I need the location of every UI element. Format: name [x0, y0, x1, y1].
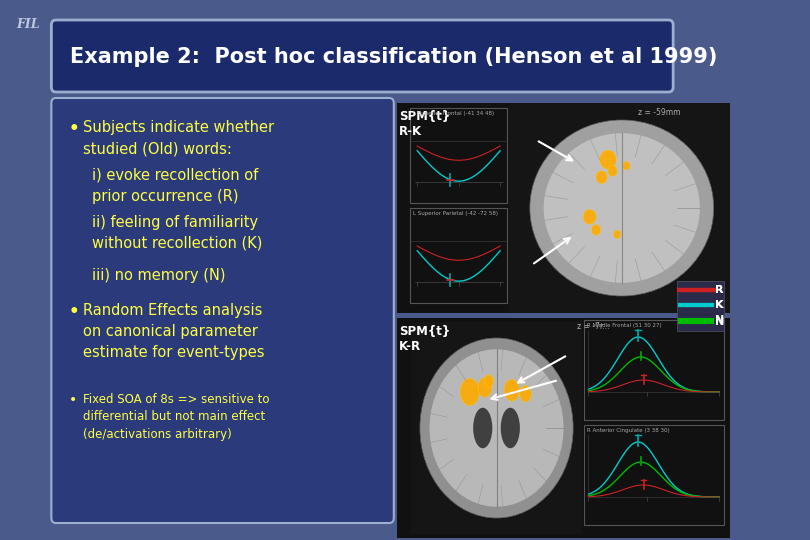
- Text: z = -59mm: z = -59mm: [637, 108, 680, 117]
- Text: •: •: [69, 393, 77, 407]
- Text: K: K: [714, 300, 723, 310]
- Text: R-K: R-K: [399, 125, 422, 138]
- Text: •: •: [69, 120, 79, 138]
- FancyBboxPatch shape: [51, 20, 673, 92]
- Bar: [411, 322, 582, 534]
- Bar: [397, 103, 730, 313]
- Text: Example 2:  Post hoc classification (Henson et al 1999): Example 2: Post hoc classification (Hens…: [70, 47, 718, 67]
- Ellipse shape: [460, 379, 480, 406]
- Bar: [397, 318, 730, 538]
- Ellipse shape: [473, 408, 492, 448]
- Bar: [410, 108, 507, 203]
- Ellipse shape: [501, 408, 520, 448]
- Text: R Middle Frontal (51 30 27): R Middle Frontal (51 30 27): [586, 323, 661, 328]
- Text: SPM{t}: SPM{t}: [399, 110, 450, 123]
- Bar: [410, 208, 507, 303]
- Text: FIL: FIL: [16, 18, 40, 31]
- Ellipse shape: [599, 150, 616, 169]
- Ellipse shape: [544, 133, 700, 283]
- Ellipse shape: [478, 378, 492, 397]
- Ellipse shape: [596, 171, 607, 184]
- Ellipse shape: [520, 386, 531, 402]
- Text: Subjects indicate whether
studied (Old) words:: Subjects indicate whether studied (Old) …: [83, 120, 274, 156]
- Bar: [509, 103, 730, 313]
- Text: ii) feeling of familiarity
without recollection (K): ii) feeling of familiarity without recol…: [92, 215, 262, 251]
- Ellipse shape: [504, 380, 519, 401]
- Text: K: K: [714, 300, 723, 310]
- Ellipse shape: [583, 210, 596, 224]
- Text: iii) no memory (N): iii) no memory (N): [92, 268, 225, 283]
- Ellipse shape: [608, 166, 617, 177]
- Ellipse shape: [591, 225, 601, 235]
- Ellipse shape: [429, 349, 564, 507]
- Text: i) evoke recollection of
prior occurrence (R): i) evoke recollection of prior occurrenc…: [92, 168, 258, 204]
- Text: R: R: [714, 285, 723, 295]
- Bar: [584, 425, 723, 525]
- FancyBboxPatch shape: [51, 98, 394, 523]
- Text: N: N: [714, 317, 724, 327]
- Text: Random Effects analysis
on canonical parameter
estimate for event-types: Random Effects analysis on canonical par…: [83, 303, 264, 360]
- Text: Fixed SOA of 8s => sensitive to
differential but not main effect
(de/activations: Fixed SOA of 8s => sensitive to differen…: [83, 393, 270, 441]
- Text: R: R: [714, 285, 723, 295]
- Ellipse shape: [530, 120, 714, 296]
- Ellipse shape: [623, 161, 630, 170]
- Text: •: •: [69, 303, 79, 321]
- Text: R Anterior Cingulate (3 38 30): R Anterior Cingulate (3 38 30): [586, 428, 669, 433]
- Bar: [584, 320, 723, 420]
- Ellipse shape: [484, 375, 493, 388]
- Bar: [677, 281, 723, 331]
- Ellipse shape: [613, 230, 621, 239]
- Text: N: N: [714, 315, 724, 325]
- Text: K-R: K-R: [399, 340, 421, 353]
- Text: SPM{t}: SPM{t}: [399, 325, 450, 338]
- Text: z = -7r...: z = -7r...: [577, 322, 609, 331]
- Ellipse shape: [420, 338, 573, 518]
- Text: L Superior Parietal (-42 -72 58): L Superior Parietal (-42 -72 58): [413, 211, 497, 216]
- Text: L Superior Frontal (-41 34 48): L Superior Frontal (-41 34 48): [413, 111, 494, 116]
